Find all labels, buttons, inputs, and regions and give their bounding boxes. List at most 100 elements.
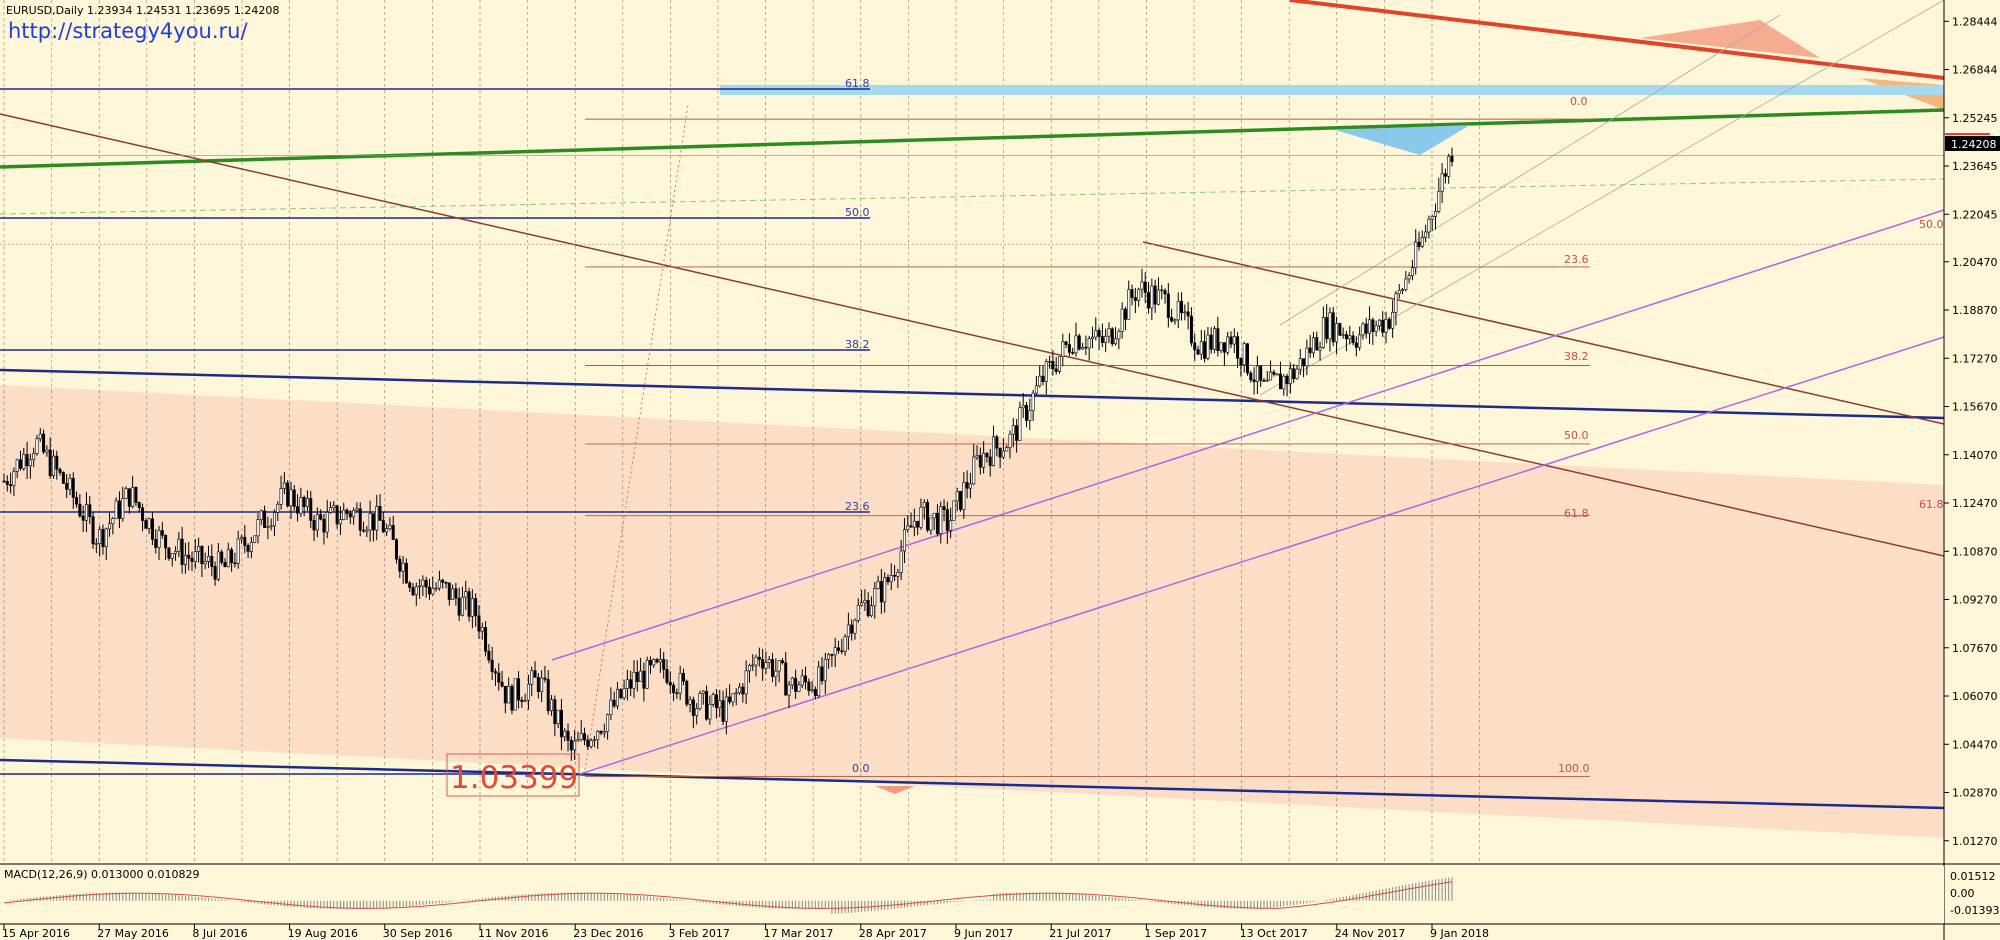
candle-body (1232, 336, 1236, 345)
candle (906, 515, 910, 533)
candle (1295, 365, 1299, 380)
candle-body (556, 709, 560, 724)
candle (988, 448, 992, 477)
candle (1021, 392, 1025, 419)
candle-body (385, 528, 389, 533)
candle (764, 651, 768, 675)
candle-body (38, 433, 42, 440)
candle-body (632, 671, 636, 689)
candle-body (622, 688, 626, 698)
candle-body (860, 602, 864, 606)
candle (35, 434, 39, 456)
candle (939, 501, 943, 544)
candle (583, 727, 587, 746)
candle-body (236, 538, 240, 564)
candle-body (1394, 293, 1398, 313)
candle-body (104, 528, 108, 547)
candle-body (761, 659, 765, 669)
candle-body (850, 624, 854, 634)
candle (91, 512, 95, 549)
candle-body (830, 654, 834, 656)
time-tick-label: 17 Mar 2017 (764, 927, 834, 940)
candle (982, 441, 986, 474)
candle (932, 512, 936, 530)
candle (302, 495, 306, 517)
fib-left-labels: 61.8 50.0 38.2 23.6 0.0 (845, 77, 870, 775)
candle-body (876, 581, 880, 589)
candle (61, 471, 65, 485)
candle-body (780, 660, 784, 664)
candle (1173, 318, 1177, 325)
candle (51, 449, 55, 479)
candle (992, 425, 996, 467)
candle-body (1245, 343, 1249, 374)
grey-channel-line-2 (1279, 14, 1781, 326)
candle (1189, 307, 1193, 347)
candle (1298, 349, 1302, 376)
candle-body (553, 699, 557, 724)
candle (329, 501, 333, 514)
candle (718, 689, 722, 718)
candle-body (170, 553, 174, 559)
candle-body (272, 512, 276, 527)
candle-body (592, 739, 596, 741)
candle-body (939, 506, 943, 535)
candle (1407, 272, 1411, 284)
candle-body (1222, 342, 1226, 353)
candle (131, 475, 135, 509)
candle-body (88, 504, 92, 518)
candle-body (1057, 356, 1061, 372)
candle (1351, 331, 1355, 346)
candle-body (259, 510, 263, 520)
candle-body (757, 656, 761, 660)
fib-right-label: 23.6 (1564, 253, 1589, 266)
candle-body (487, 650, 491, 661)
candle-body (1018, 407, 1022, 441)
fib-left-label: 50.0 (845, 206, 870, 219)
candle-body (741, 686, 745, 695)
candle-body (520, 699, 524, 702)
candle-body (187, 554, 191, 559)
candle-body (813, 689, 817, 696)
candle-body (583, 733, 587, 741)
candle-body (474, 598, 478, 617)
candle-body (546, 678, 550, 712)
candle (1434, 203, 1438, 230)
candle-body (1338, 323, 1342, 336)
candle (1275, 373, 1279, 376)
candle (540, 670, 544, 703)
candle-body (866, 600, 870, 616)
candle (1292, 363, 1296, 383)
candle (556, 709, 560, 728)
fib-right-label: 50.0 (1564, 429, 1589, 442)
candle-body (55, 455, 59, 470)
candle (820, 657, 824, 685)
candle-body (827, 654, 831, 660)
time-tick-label: 3 Feb 2017 (668, 927, 729, 940)
candle-body (1011, 425, 1015, 435)
candle-body (213, 566, 217, 580)
candle (962, 472, 966, 519)
candle (1160, 285, 1164, 300)
candle (645, 656, 649, 690)
fib-left-label: 61.8 (845, 77, 870, 90)
candle-body (1117, 331, 1121, 340)
candle (467, 587, 471, 622)
candle (68, 473, 72, 496)
candle-body (81, 515, 85, 521)
candle-body (329, 507, 333, 513)
candle-body (167, 547, 171, 559)
candle-body (1081, 346, 1085, 350)
watermark-url[interactable]: http://strategy4you.ru/ (8, 19, 248, 43)
candle-body (164, 535, 168, 549)
candle-body (1001, 450, 1005, 458)
candle (160, 521, 164, 539)
candle (477, 605, 481, 639)
candle (371, 513, 375, 542)
candle-body (1104, 335, 1108, 343)
candle (48, 437, 52, 479)
candle (691, 696, 695, 729)
candle-body (484, 627, 488, 652)
candle-body (1384, 318, 1388, 333)
candle-body (1328, 312, 1332, 340)
